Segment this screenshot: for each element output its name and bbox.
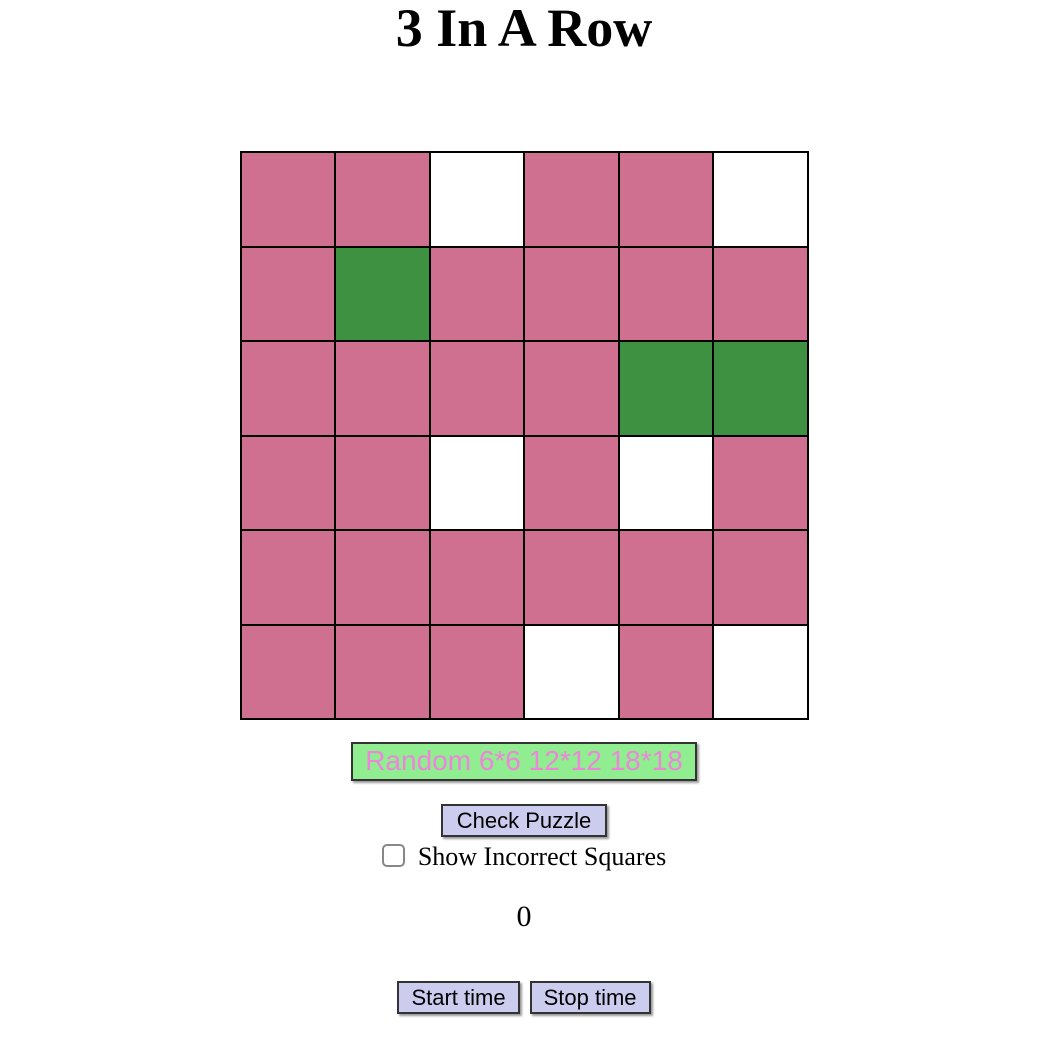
grid-cell-r0c1[interactable] <box>335 152 430 247</box>
grid-cell-r0c3[interactable] <box>524 152 619 247</box>
grid-cell-r4c4[interactable] <box>618 530 713 625</box>
grid-cell-r3c3[interactable] <box>524 435 619 531</box>
grid-cell-r5c1[interactable] <box>335 624 430 720</box>
grid-cell-r1c1[interactable] <box>335 246 430 342</box>
grid-cell-r2c4[interactable] <box>618 341 713 436</box>
puzzle-grid <box>239 151 809 721</box>
grid-cell-r4c1[interactable] <box>335 530 430 625</box>
grid-cell-r3c2[interactable] <box>429 435 524 531</box>
grid-cell-r4c2[interactable] <box>429 530 524 625</box>
grid-cell-r3c1[interactable] <box>335 435 430 531</box>
start-time-button[interactable]: Start time <box>397 980 520 1015</box>
grid-cell-r3c5[interactable] <box>713 435 808 531</box>
timer-counter: 0 <box>516 900 532 934</box>
check-puzzle-button[interactable]: Check Puzzle <box>440 804 608 838</box>
grid-cell-r4c5[interactable] <box>713 530 808 625</box>
grid-cell-r5c2[interactable] <box>429 624 524 720</box>
grid-cell-r2c3[interactable] <box>524 341 619 436</box>
grid-cell-r2c1[interactable] <box>335 341 430 436</box>
grid-cell-r0c5[interactable] <box>713 152 808 247</box>
grid-cell-r3c4[interactable] <box>618 435 713 531</box>
grid-cell-r0c4[interactable] <box>618 152 713 247</box>
grid-cell-r1c2[interactable] <box>429 246 524 342</box>
grid-cell-r0c2[interactable] <box>429 152 524 247</box>
check-row: Check Puzzle <box>0 804 1048 838</box>
show-incorrect-row: Show Incorrect Squares <box>0 842 1048 872</box>
grid-cell-r5c3[interactable] <box>524 624 619 720</box>
grid-cell-r2c5[interactable] <box>713 341 808 436</box>
page-title: 3 In A Row <box>395 0 653 58</box>
grid-cell-r5c4[interactable] <box>618 624 713 720</box>
grid-cell-r1c3[interactable] <box>524 246 619 342</box>
grid-cell-r4c3[interactable] <box>524 530 619 625</box>
grid-cell-r4c0[interactable] <box>240 530 335 625</box>
grid-cell-r1c4[interactable] <box>618 246 713 342</box>
random-row: Random 6*6 12*12 18*18 <box>0 742 1048 782</box>
show-incorrect-checkbox[interactable] <box>381 844 405 868</box>
grid-cell-r3c0[interactable] <box>240 435 335 531</box>
grid-cell-r2c0[interactable] <box>240 341 335 436</box>
grid-cell-r1c0[interactable] <box>240 246 335 342</box>
grid-cell-r1c5[interactable] <box>713 246 808 342</box>
show-incorrect-label: Show Incorrect Squares <box>417 842 667 872</box>
stop-time-button[interactable]: Stop time <box>529 980 651 1015</box>
time-buttons-row: Start time Stop time <box>0 980 1048 1015</box>
grid-cell-r0c0[interactable] <box>240 152 335 247</box>
grid-cell-r5c0[interactable] <box>240 624 335 720</box>
grid-cell-r5c5[interactable] <box>713 624 808 720</box>
grid-cell-r2c2[interactable] <box>429 341 524 436</box>
random-size-button[interactable]: Random 6*6 12*12 18*18 <box>351 742 697 782</box>
